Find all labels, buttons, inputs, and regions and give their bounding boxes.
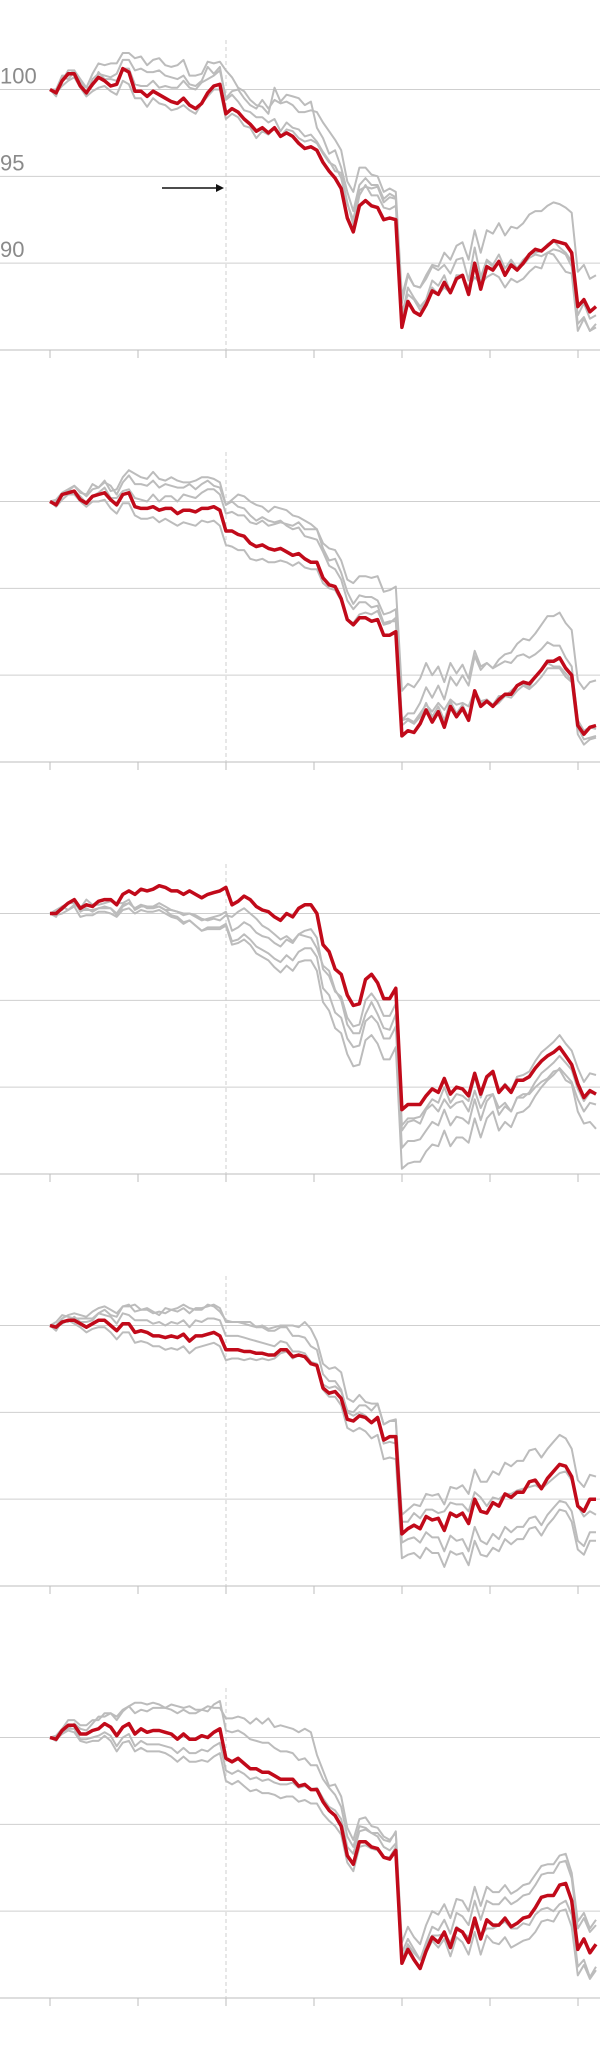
y-tick-label: 90: [0, 237, 24, 262]
context-series-line: [49, 900, 597, 1127]
highlight-series-line: [49, 489, 597, 738]
context-series-line: [50, 67, 597, 332]
context-series-line: [50, 486, 597, 732]
context-series-line: [49, 1729, 597, 1961]
context-series-line: [50, 1319, 597, 1516]
context-series-line: [49, 493, 597, 722]
context-series-line: [49, 898, 597, 1132]
context-series-line: [50, 1701, 597, 1979]
context-series-line: [49, 76, 597, 305]
highlight-series-line: [49, 1721, 598, 1971]
annotation-arrow-head: [216, 184, 224, 192]
highlight-series-line: [49, 66, 598, 330]
context-series-line: [49, 474, 597, 746]
context-series-line: [49, 905, 597, 1149]
y-tick-label: 100: [0, 63, 37, 88]
context-series-line: [49, 1700, 597, 1980]
highlight-series-line: [49, 1318, 596, 1536]
y-tick-label: 95: [0, 150, 24, 175]
context-series-line: [50, 1303, 596, 1553]
context-series-line: [49, 1727, 597, 1946]
highlight-series-line: [50, 883, 597, 1112]
context-series-line: [50, 52, 597, 332]
